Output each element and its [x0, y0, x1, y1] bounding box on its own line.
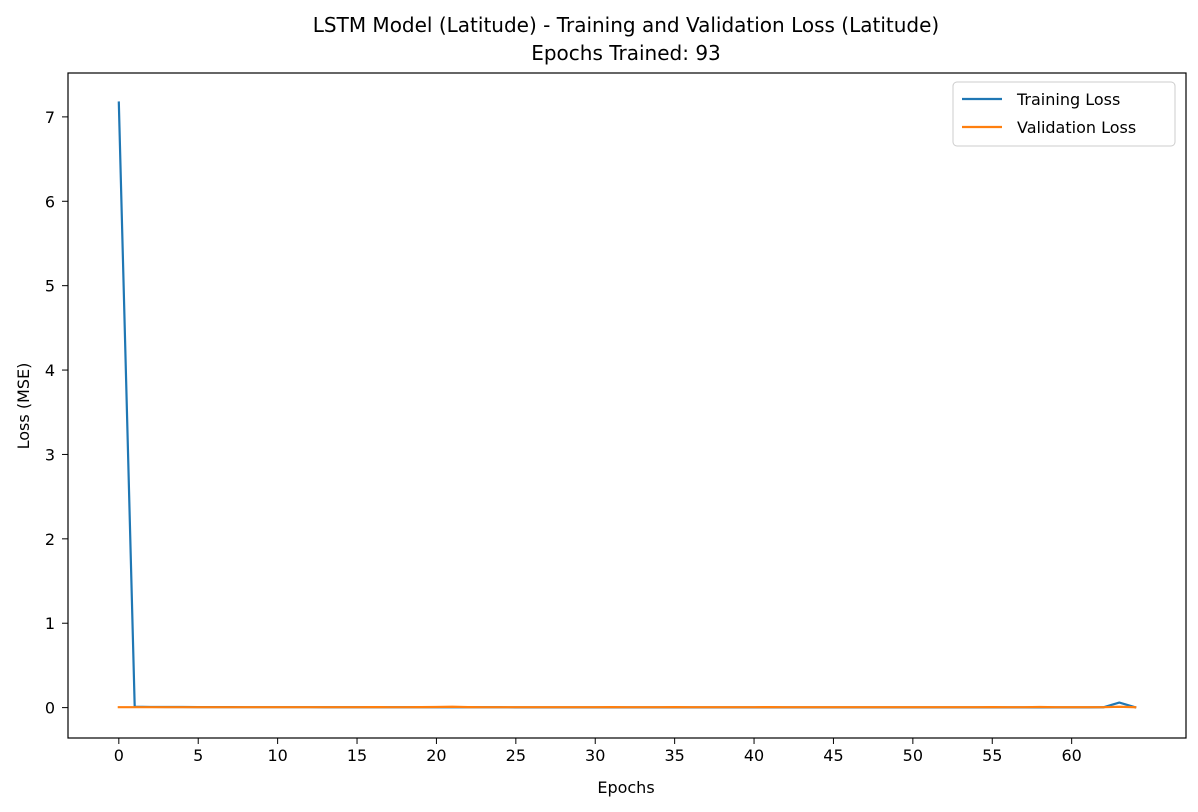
y-tick-label: 5 — [45, 277, 55, 296]
x-tick-label: 15 — [347, 746, 367, 765]
y-tick-label: 0 — [45, 699, 55, 718]
y-tick-label: 7 — [45, 108, 55, 127]
x-tick-label: 35 — [664, 746, 684, 765]
chart-subtitle: Epochs Trained: 93 — [531, 41, 721, 65]
plot-area — [67, 72, 1187, 739]
legend-label-training-loss: Training Loss — [1016, 90, 1120, 109]
y-tick-label: 3 — [45, 445, 55, 464]
y-axis-label: Loss (MSE) — [14, 363, 33, 450]
x-axis-ticks: 0 5 10 15 20 25 30 35 40 45 50 55 60 — [114, 738, 1082, 765]
x-tick-label: 10 — [267, 746, 287, 765]
x-tick-label: 45 — [823, 746, 843, 765]
x-tick-label: 55 — [982, 746, 1002, 765]
x-tick-label: 25 — [506, 746, 526, 765]
x-tick-label: 0 — [114, 746, 124, 765]
legend-box — [952, 81, 1176, 147]
y-tick-label: 6 — [45, 192, 55, 211]
x-tick-label: 30 — [585, 746, 605, 765]
x-tick-label: 60 — [1061, 746, 1081, 765]
legend-label-validation-loss: Validation Loss — [1017, 118, 1136, 137]
series-lines — [117, 101, 1137, 709]
legend: Training Loss Validation Loss — [952, 81, 1176, 147]
y-tick-label: 4 — [45, 361, 55, 380]
series-line-training-loss — [117, 101, 1137, 709]
x-tick-label: 50 — [903, 746, 923, 765]
x-tick-label: 5 — [193, 746, 203, 765]
y-tick-label: 2 — [45, 530, 55, 549]
x-axis-label: Epochs — [597, 778, 654, 797]
x-tick-label: 20 — [426, 746, 446, 765]
y-axis-ticks: 0 1 2 3 4 5 6 7 — [45, 108, 68, 718]
plot-frame — [67, 72, 1187, 739]
chart-title: LSTM Model (Latitude) - Training and Val… — [313, 13, 939, 37]
x-tick-label: 40 — [744, 746, 764, 765]
y-tick-label: 1 — [45, 614, 55, 633]
